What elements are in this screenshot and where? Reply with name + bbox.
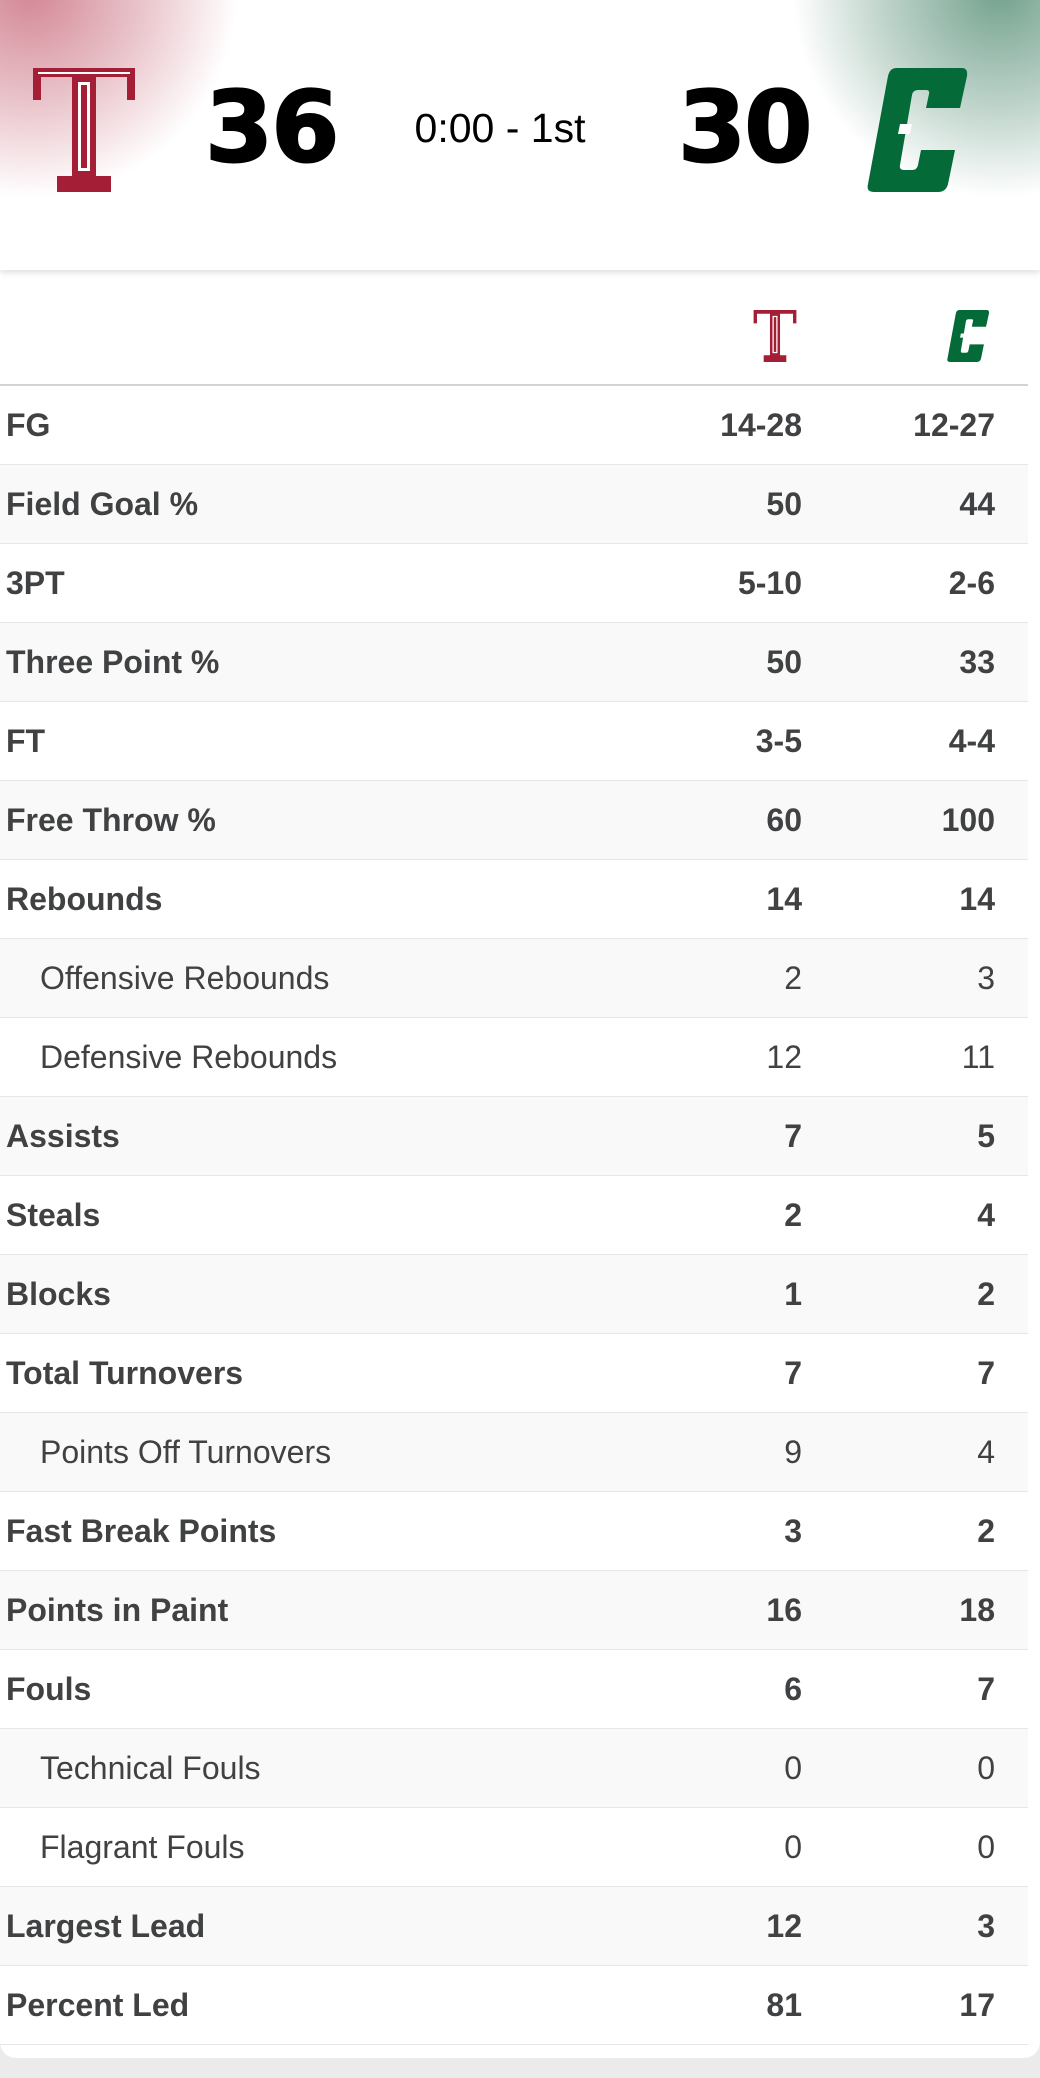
away-stat-value: 100 bbox=[941, 802, 995, 838]
away-stat-value: 0 bbox=[977, 1829, 995, 1865]
game-clock: 0:00 - 1st bbox=[414, 105, 586, 151]
away-stat-value: 7 bbox=[977, 1671, 995, 1707]
stat-label: Total Turnovers bbox=[6, 1355, 244, 1391]
stat-row: Offensive Rebounds 2 3 bbox=[0, 939, 1028, 1018]
stat-label: Defensive Rebounds bbox=[40, 1039, 338, 1075]
charlotte-c-logo-icon[interactable] bbox=[866, 68, 968, 192]
stat-row: FG 14-28 12-27 bbox=[0, 386, 1028, 465]
home-stat-value: 12 bbox=[766, 1039, 802, 1075]
home-stat-value: 6 bbox=[784, 1671, 802, 1707]
stat-label: Technical Fouls bbox=[40, 1750, 261, 1786]
stat-label: Rebounds bbox=[6, 881, 163, 917]
team-stats-table: FG 14-28 12-27 Field Goal % 50 44 3PT 5-10 2-6 Th… bbox=[0, 270, 1040, 2058]
stat-row: Points Off Turnovers 9 4 bbox=[0, 1413, 1028, 1492]
stat-label: Flagrant Fouls bbox=[40, 1829, 245, 1865]
away-stat-value: 17 bbox=[959, 1987, 995, 2023]
stat-label: FT bbox=[6, 723, 46, 759]
away-stat-value: 18 bbox=[959, 1592, 995, 1628]
away-stat-value: 0 bbox=[977, 1750, 995, 1786]
stat-row: Free Throw % 60 100 bbox=[0, 781, 1028, 860]
stat-label: Largest Lead bbox=[6, 1908, 206, 1944]
home-stat-value: 12 bbox=[766, 1908, 802, 1944]
stat-label: Steals bbox=[6, 1197, 101, 1233]
stat-label: Offensive Rebounds bbox=[40, 960, 330, 996]
stat-row: Steals 2 4 bbox=[0, 1176, 1028, 1255]
away-stat-value: 4 bbox=[977, 1197, 995, 1233]
stat-label: Percent Led bbox=[6, 1987, 190, 2023]
stat-row: Flagrant Fouls 0 0 bbox=[0, 1808, 1028, 1887]
stat-row: Total Turnovers 7 7 bbox=[0, 1334, 1028, 1413]
home-stat-value: 14-28 bbox=[720, 407, 802, 443]
away-stat-value: 2 bbox=[977, 1513, 995, 1549]
home-stat-value: 50 bbox=[766, 644, 802, 680]
stat-row: Assists 7 5 bbox=[0, 1097, 1028, 1176]
stat-row: Three Point % 50 33 bbox=[0, 623, 1028, 702]
away-stat-value: 2-6 bbox=[948, 565, 995, 601]
stat-row: Fouls 6 7 bbox=[0, 1650, 1028, 1729]
away-stat-value: 3 bbox=[977, 1908, 995, 1944]
stat-label: Points in Paint bbox=[6, 1592, 229, 1628]
away-stat-value: 44 bbox=[959, 486, 995, 522]
stat-row: 3PT 5-10 2-6 bbox=[0, 544, 1028, 623]
home-stat-value: 50 bbox=[766, 486, 802, 522]
stat-label: Blocks bbox=[6, 1276, 111, 1312]
home-score: 36 bbox=[204, 70, 340, 186]
home-stat-value: 9 bbox=[784, 1434, 802, 1470]
home-stat-value: 7 bbox=[784, 1355, 802, 1391]
stat-row: Fast Break Points 3 2 bbox=[0, 1492, 1028, 1571]
stat-row: Defensive Rebounds 12 11 bbox=[0, 1018, 1028, 1097]
stat-row: Largest Lead 12 3 bbox=[0, 1887, 1028, 1966]
team-stats-header bbox=[0, 270, 1028, 386]
home-stat-value: 0 bbox=[784, 1829, 802, 1865]
home-stat-value: 2 bbox=[784, 960, 802, 996]
away-stat-value: 33 bbox=[959, 644, 995, 680]
stat-label: 3PT bbox=[6, 565, 65, 601]
away-score: 30 bbox=[677, 70, 813, 186]
stat-row: Technical Fouls 0 0 bbox=[0, 1729, 1028, 1808]
charlotte-c-logo-icon[interactable] bbox=[946, 310, 990, 362]
home-stat-value: 3 bbox=[784, 1513, 802, 1549]
home-stat-value: 7 bbox=[784, 1118, 802, 1154]
home-stat-value: 3-5 bbox=[755, 723, 802, 759]
home-stat-value: 2 bbox=[784, 1197, 802, 1233]
stat-row: FT 3-5 4-4 bbox=[0, 702, 1028, 781]
stat-label: FG bbox=[6, 407, 51, 443]
stat-label: Field Goal % bbox=[6, 486, 199, 522]
away-stat-value: 4-4 bbox=[948, 723, 995, 759]
home-stat-value: 5-10 bbox=[737, 565, 802, 601]
home-stat-value: 16 bbox=[766, 1592, 802, 1628]
stat-label: Fast Break Points bbox=[6, 1513, 277, 1549]
stat-row: Rebounds 14 14 bbox=[0, 860, 1028, 939]
scoreboard-header: 36 0:00 - 1st 30 bbox=[0, 0, 1040, 270]
stat-label: Assists bbox=[6, 1118, 120, 1154]
stat-row: Points in Paint 16 18 bbox=[0, 1571, 1028, 1650]
away-stat-value: 2 bbox=[977, 1276, 995, 1312]
temple-t-logo-icon[interactable] bbox=[753, 310, 797, 362]
away-stat-value: 7 bbox=[977, 1355, 995, 1391]
home-stat-value: 0 bbox=[784, 1750, 802, 1786]
stat-label: Points Off Turnovers bbox=[40, 1434, 332, 1470]
home-stat-value: 81 bbox=[766, 1987, 802, 2023]
away-stat-value: 12-27 bbox=[913, 407, 995, 443]
away-stat-value: 5 bbox=[977, 1118, 995, 1154]
away-stat-value: 3 bbox=[977, 960, 995, 996]
stat-row: Blocks 1 2 bbox=[0, 1255, 1028, 1334]
stat-label: Fouls bbox=[6, 1671, 92, 1707]
away-stat-value: 14 bbox=[959, 881, 995, 917]
home-stat-value: 60 bbox=[766, 802, 802, 838]
stat-row: Field Goal % 50 44 bbox=[0, 465, 1028, 544]
home-stat-value: 1 bbox=[784, 1276, 802, 1312]
stat-row: Percent Led 81 17 bbox=[0, 1966, 1028, 2045]
stat-label: Three Point % bbox=[6, 644, 220, 680]
away-stat-value: 4 bbox=[977, 1434, 995, 1470]
home-stat-value: 14 bbox=[766, 881, 802, 917]
stat-label: Free Throw % bbox=[6, 802, 216, 838]
away-stat-value: 11 bbox=[961, 1039, 995, 1075]
temple-t-logo-icon[interactable] bbox=[33, 68, 135, 192]
